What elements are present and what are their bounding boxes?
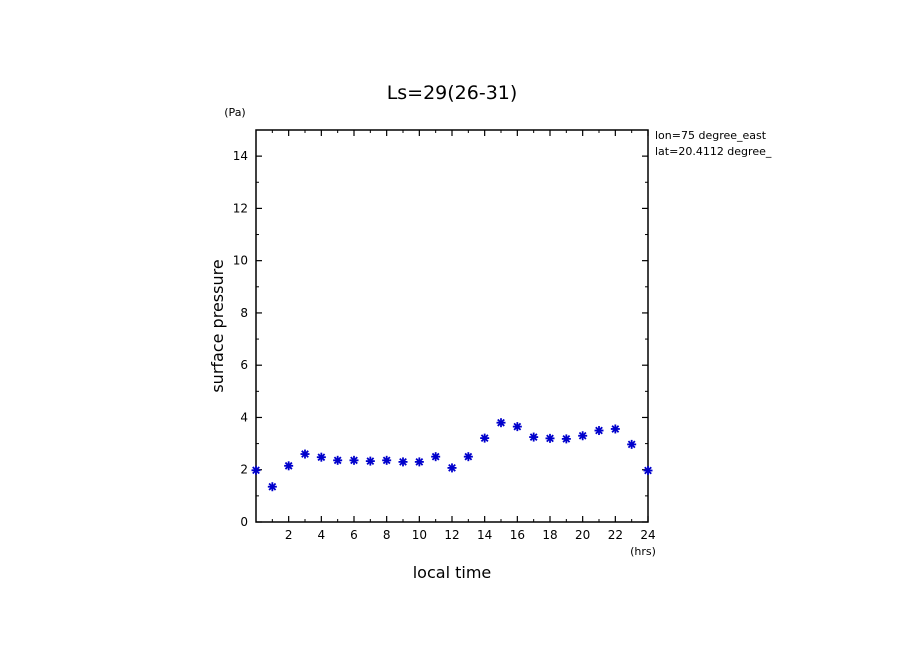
- x-axis-label: local time: [413, 563, 492, 582]
- data-points: [251, 418, 653, 492]
- y-unit-label: (Pa): [224, 106, 245, 119]
- annotation-lat: lat=20.4112 degree_: [655, 145, 772, 158]
- y-tick-label: 8: [240, 306, 248, 320]
- data-point: [463, 452, 473, 462]
- y-tick-label: 4: [240, 410, 248, 424]
- data-point: [333, 455, 343, 465]
- plot-frame: [255, 129, 649, 523]
- data-point: [284, 461, 294, 471]
- x-tick-label: 24: [640, 528, 655, 542]
- data-point: [578, 431, 588, 441]
- data-point: [365, 456, 375, 466]
- data-point: [267, 482, 277, 492]
- data-point: [496, 418, 506, 428]
- y-tick-label: 10: [233, 254, 248, 268]
- data-point: [561, 434, 571, 444]
- x-tick-label: 16: [510, 528, 525, 542]
- data-point: [512, 422, 522, 432]
- data-point: [480, 433, 490, 443]
- x-unit-label: (hrs): [630, 545, 656, 558]
- x-tick-label: 10: [412, 528, 427, 542]
- data-point: [431, 452, 441, 462]
- x-tick-label: 12: [444, 528, 459, 542]
- data-point: [414, 457, 424, 467]
- x-tick-label: 18: [542, 528, 557, 542]
- data-point: [643, 466, 653, 476]
- x-tick-label: 2: [285, 528, 293, 542]
- x-tick-label: 22: [608, 528, 623, 542]
- x-tick-label: 8: [383, 528, 391, 542]
- data-point: [594, 426, 604, 436]
- x-tick-label: 4: [318, 528, 326, 542]
- y-tick-label: 6: [240, 358, 248, 372]
- x-tick-label: 20: [575, 528, 590, 542]
- x-tick-label: 6: [350, 528, 358, 542]
- data-point: [398, 457, 408, 467]
- y-tick-label: 14: [233, 149, 248, 163]
- data-point: [300, 449, 310, 459]
- data-point: [447, 463, 457, 473]
- y-tick-label: 12: [233, 201, 248, 215]
- data-point: [545, 433, 555, 443]
- data-point: [349, 455, 359, 465]
- data-point: [382, 455, 392, 465]
- data-point: [627, 439, 637, 449]
- y-axis-label: surface pressure: [208, 259, 227, 392]
- data-point: [610, 424, 620, 434]
- data-point: [529, 432, 539, 442]
- data-point: [316, 452, 326, 462]
- y-tick-label: 0: [240, 515, 248, 529]
- chart-title: Ls=29(26-31): [387, 82, 518, 104]
- data-point: [251, 465, 261, 475]
- annotation-lon: lon=75 degree_east: [655, 129, 767, 142]
- x-tick-label: 14: [477, 528, 492, 542]
- y-tick-label: 2: [240, 463, 248, 477]
